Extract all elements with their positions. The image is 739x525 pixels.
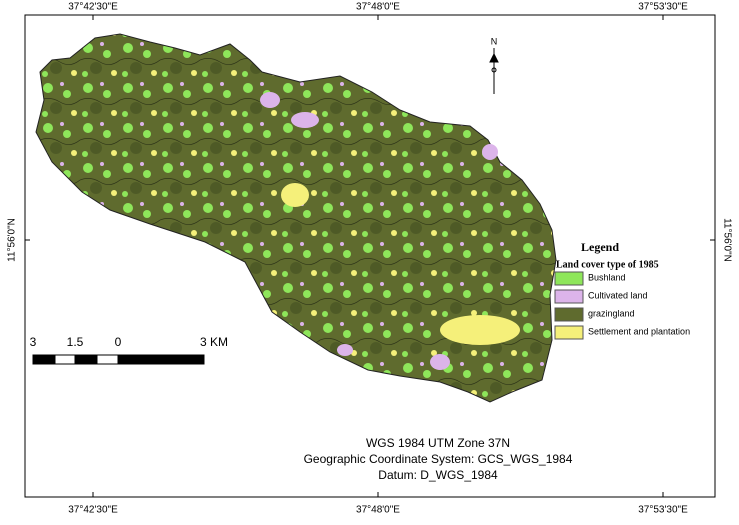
watershed bbox=[35, 33, 557, 403]
legend-label: Settlement and plantation bbox=[588, 326, 690, 336]
cultivated-patch bbox=[291, 112, 319, 128]
cultivated-patch bbox=[260, 92, 280, 108]
legend-swatch bbox=[554, 271, 584, 286]
settlement-patch bbox=[440, 315, 520, 345]
scale-bar bbox=[32, 354, 205, 365]
coord-label: 37°53'30"E bbox=[638, 505, 688, 516]
footer-line: Geographic Coordinate System: GCS_WGS_19… bbox=[304, 452, 573, 466]
cultivated-patch bbox=[430, 354, 450, 370]
scale-label: 1.5 bbox=[67, 335, 84, 349]
coord-label: 11°56'0"N bbox=[721, 218, 732, 262]
scale-label: 3 KM bbox=[200, 335, 228, 349]
coord-label: 37°42'30"E bbox=[68, 505, 118, 516]
settlement-patch bbox=[281, 183, 309, 207]
legend-label: Cultivated land bbox=[588, 290, 648, 300]
map-frame bbox=[24, 14, 716, 498]
coord-label: 37°42'30"E bbox=[68, 2, 118, 13]
coord-label: 11°56'0"N bbox=[7, 218, 18, 262]
coord-label: 37°48'0"E bbox=[356, 2, 400, 13]
legend-items: Bushland Cultivated land grazingland Settle… bbox=[554, 271, 690, 340]
scale-label: 3 bbox=[30, 335, 37, 349]
scale-label: 0 bbox=[115, 335, 122, 349]
legend-swatch bbox=[554, 289, 584, 304]
legend-label: grazingland bbox=[588, 308, 635, 318]
legend-swatch bbox=[554, 307, 584, 322]
footer-line: WGS 1984 UTM Zone 37N bbox=[366, 436, 510, 450]
footer-line: Datum: D_WGS_1984 bbox=[378, 468, 498, 482]
cultivated-patch bbox=[337, 344, 353, 356]
coord-label: 37°48'0"E bbox=[356, 505, 400, 516]
legend-title: Legend bbox=[581, 240, 619, 254]
coord-label: 37°53'30"E bbox=[638, 2, 688, 13]
graticule-ticks bbox=[25, 15, 715, 497]
north-arrow-graphic bbox=[489, 48, 499, 94]
legend-subtitle: Land cover type of 1985 bbox=[556, 259, 659, 270]
north-arrow: N bbox=[491, 36, 498, 46]
cultivated-patch bbox=[482, 144, 498, 160]
legend-swatch bbox=[554, 325, 584, 340]
legend-label: Bushland bbox=[588, 272, 626, 282]
